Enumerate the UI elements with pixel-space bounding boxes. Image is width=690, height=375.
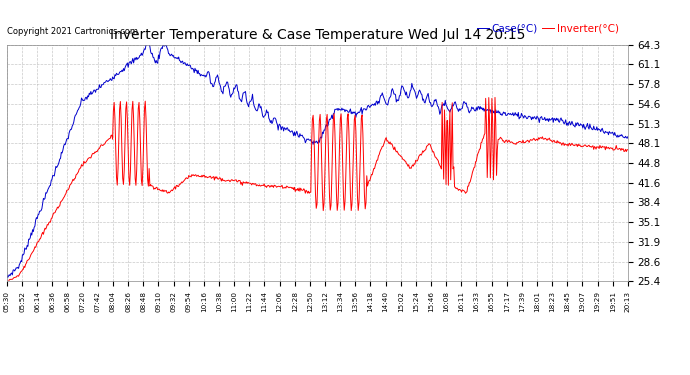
Case(°C) <box>539 117 547 122</box>
Inverter(°C) <box>364 181 373 185</box>
Line: Case(°C): Case(°C) <box>7 43 628 278</box>
Case(°C) <box>3 273 11 277</box>
Inverter(°C) <box>41 227 50 231</box>
Case(°C) <box>400 88 408 93</box>
Title: Inverter Temperature & Case Temperature Wed Jul 14 20:15: Inverter Temperature & Case Temperature … <box>110 28 525 42</box>
Inverter(°C) <box>475 150 483 154</box>
Inverter(°C) <box>539 137 547 141</box>
Inverter(°C) <box>4 280 12 284</box>
Case(°C) <box>3 275 12 280</box>
Inverter(°C) <box>399 158 407 162</box>
Line: Inverter(°C): Inverter(°C) <box>7 98 628 282</box>
Text: Copyright 2021 Cartronics.com: Copyright 2021 Cartronics.com <box>7 27 138 36</box>
Legend: Case(°C), Inverter(°C): Case(°C), Inverter(°C) <box>473 20 622 38</box>
Case(°C) <box>624 134 632 139</box>
Case(°C) <box>382 100 390 104</box>
Inverter(°C) <box>624 147 632 152</box>
Case(°C) <box>41 190 50 195</box>
Case(°C) <box>365 104 373 109</box>
Inverter(°C) <box>380 140 388 144</box>
Case(°C) <box>475 107 484 112</box>
Inverter(°C) <box>3 279 11 284</box>
Inverter(°C) <box>491 95 499 100</box>
Case(°C) <box>159 41 167 45</box>
